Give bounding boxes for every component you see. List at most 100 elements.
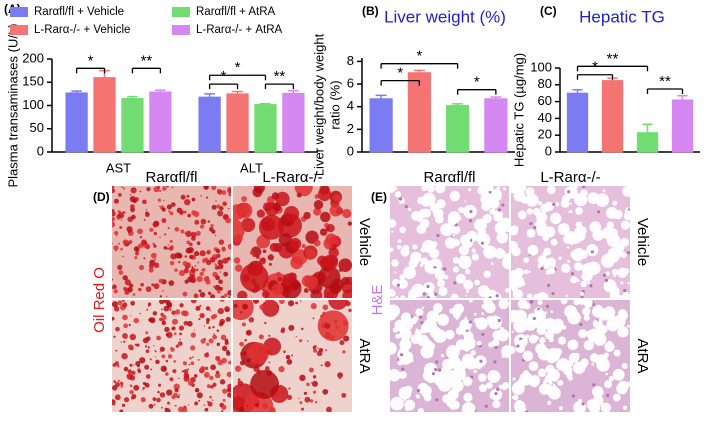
tissue-feature	[548, 267, 556, 275]
tissue-feature	[159, 351, 161, 353]
tissue-feature	[198, 399, 201, 402]
tissue-feature	[612, 200, 618, 206]
tissue-feature	[434, 368, 438, 372]
tissue-feature	[289, 237, 302, 250]
tissue-feature	[184, 211, 187, 213]
tissue-feature	[536, 292, 549, 298]
tissue-feature	[532, 316, 536, 321]
tissue-feature	[167, 244, 170, 246]
tissue-feature	[195, 230, 201, 236]
tissue-feature	[259, 257, 266, 265]
tissue-feature	[449, 190, 461, 202]
tissue-feature	[205, 366, 209, 370]
tissue-feature	[434, 360, 439, 364]
tissue-feature	[154, 258, 156, 261]
tissue-feature	[196, 241, 201, 246]
tissue-feature	[145, 374, 151, 379]
tissue-feature	[465, 357, 478, 370]
tissue-feature	[271, 192, 280, 200]
tissue-feature	[267, 254, 274, 261]
tissue-feature	[546, 283, 551, 287]
tissue-feature	[112, 186, 115, 189]
tissue-feature	[159, 205, 161, 207]
tissue-feature	[163, 314, 166, 316]
tissue-feature	[402, 244, 410, 252]
bar	[671, 99, 694, 153]
tissue-feature	[166, 389, 173, 396]
tissue-feature	[591, 362, 595, 366]
tissue-feature	[401, 367, 405, 371]
tissue-feature	[178, 393, 181, 396]
tissue-feature	[337, 372, 343, 378]
tissue-feature	[151, 283, 155, 287]
tissue-feature	[168, 280, 175, 286]
tissue-feature	[159, 236, 161, 239]
tissue-feature	[317, 347, 319, 349]
tissue-feature	[408, 293, 416, 298]
tissue-feature	[112, 188, 116, 194]
tissue-feature	[576, 279, 580, 282]
tissue-feature	[313, 344, 317, 349]
chart-title: Hepatic TG	[579, 7, 665, 26]
tissue-feature	[145, 331, 149, 335]
bar	[226, 93, 249, 153]
tissue-feature	[604, 341, 615, 352]
tissue-feature	[312, 390, 317, 394]
tissue-feature	[167, 354, 173, 359]
tissue-feature	[163, 305, 170, 312]
tissue-feature	[575, 221, 583, 229]
tissue-feature	[148, 403, 154, 409]
tissue-feature	[145, 286, 152, 293]
y-axis-label: Hepatic TG (µg/mg)	[511, 53, 526, 167]
tissue-feature	[621, 362, 628, 370]
tissue-feature	[262, 288, 265, 292]
tissue-feature	[498, 300, 509, 310]
tissue-feature	[422, 292, 426, 296]
tissue-feature	[264, 321, 267, 325]
column-label: L-Rarα-/-	[540, 169, 600, 186]
tissue-feature	[142, 389, 144, 391]
row-label: Vehicle	[356, 218, 373, 266]
tissue-feature	[217, 210, 224, 217]
tissue-feature	[222, 201, 227, 207]
tissue-feature	[426, 374, 436, 384]
tissue-feature	[194, 250, 200, 257]
tissue-feature	[153, 283, 160, 290]
tissue-feature	[462, 376, 473, 387]
tissue-feature	[566, 246, 570, 249]
tissue-feature	[455, 327, 464, 336]
y-tick-label: 0	[37, 143, 44, 158]
tissue-feature	[306, 340, 309, 342]
tissue-feature	[241, 217, 256, 233]
tissue-feature	[537, 300, 543, 306]
tissue-feature	[519, 372, 533, 386]
tissue-feature	[470, 375, 474, 379]
tissue-feature	[517, 210, 527, 220]
panel-label: (C)	[540, 4, 557, 18]
tissue-feature	[427, 292, 436, 298]
tissue-feature	[169, 260, 175, 266]
tissue-feature	[516, 344, 520, 348]
tissue-feature	[511, 240, 519, 253]
tissue-feature	[599, 312, 608, 321]
tissue-feature	[210, 223, 214, 228]
micrograph	[390, 300, 509, 412]
tissue-feature	[191, 356, 194, 359]
tissue-feature	[502, 255, 509, 270]
tissue-feature	[578, 329, 588, 339]
tissue-feature	[118, 192, 122, 197]
tissue-feature	[551, 291, 555, 296]
tissue-feature	[113, 289, 118, 294]
tissue-feature	[596, 210, 601, 214]
tissue-feature	[180, 229, 185, 234]
tissue-feature	[202, 258, 206, 262]
tissue-feature	[174, 268, 178, 272]
tissue-feature	[216, 204, 221, 209]
bar	[636, 132, 659, 153]
tissue-feature	[464, 268, 471, 275]
tissue-feature	[544, 226, 556, 238]
tissue-feature	[228, 192, 231, 197]
tissue-feature	[160, 406, 163, 409]
sig-label: *	[235, 59, 241, 76]
tissue-feature	[182, 370, 185, 373]
